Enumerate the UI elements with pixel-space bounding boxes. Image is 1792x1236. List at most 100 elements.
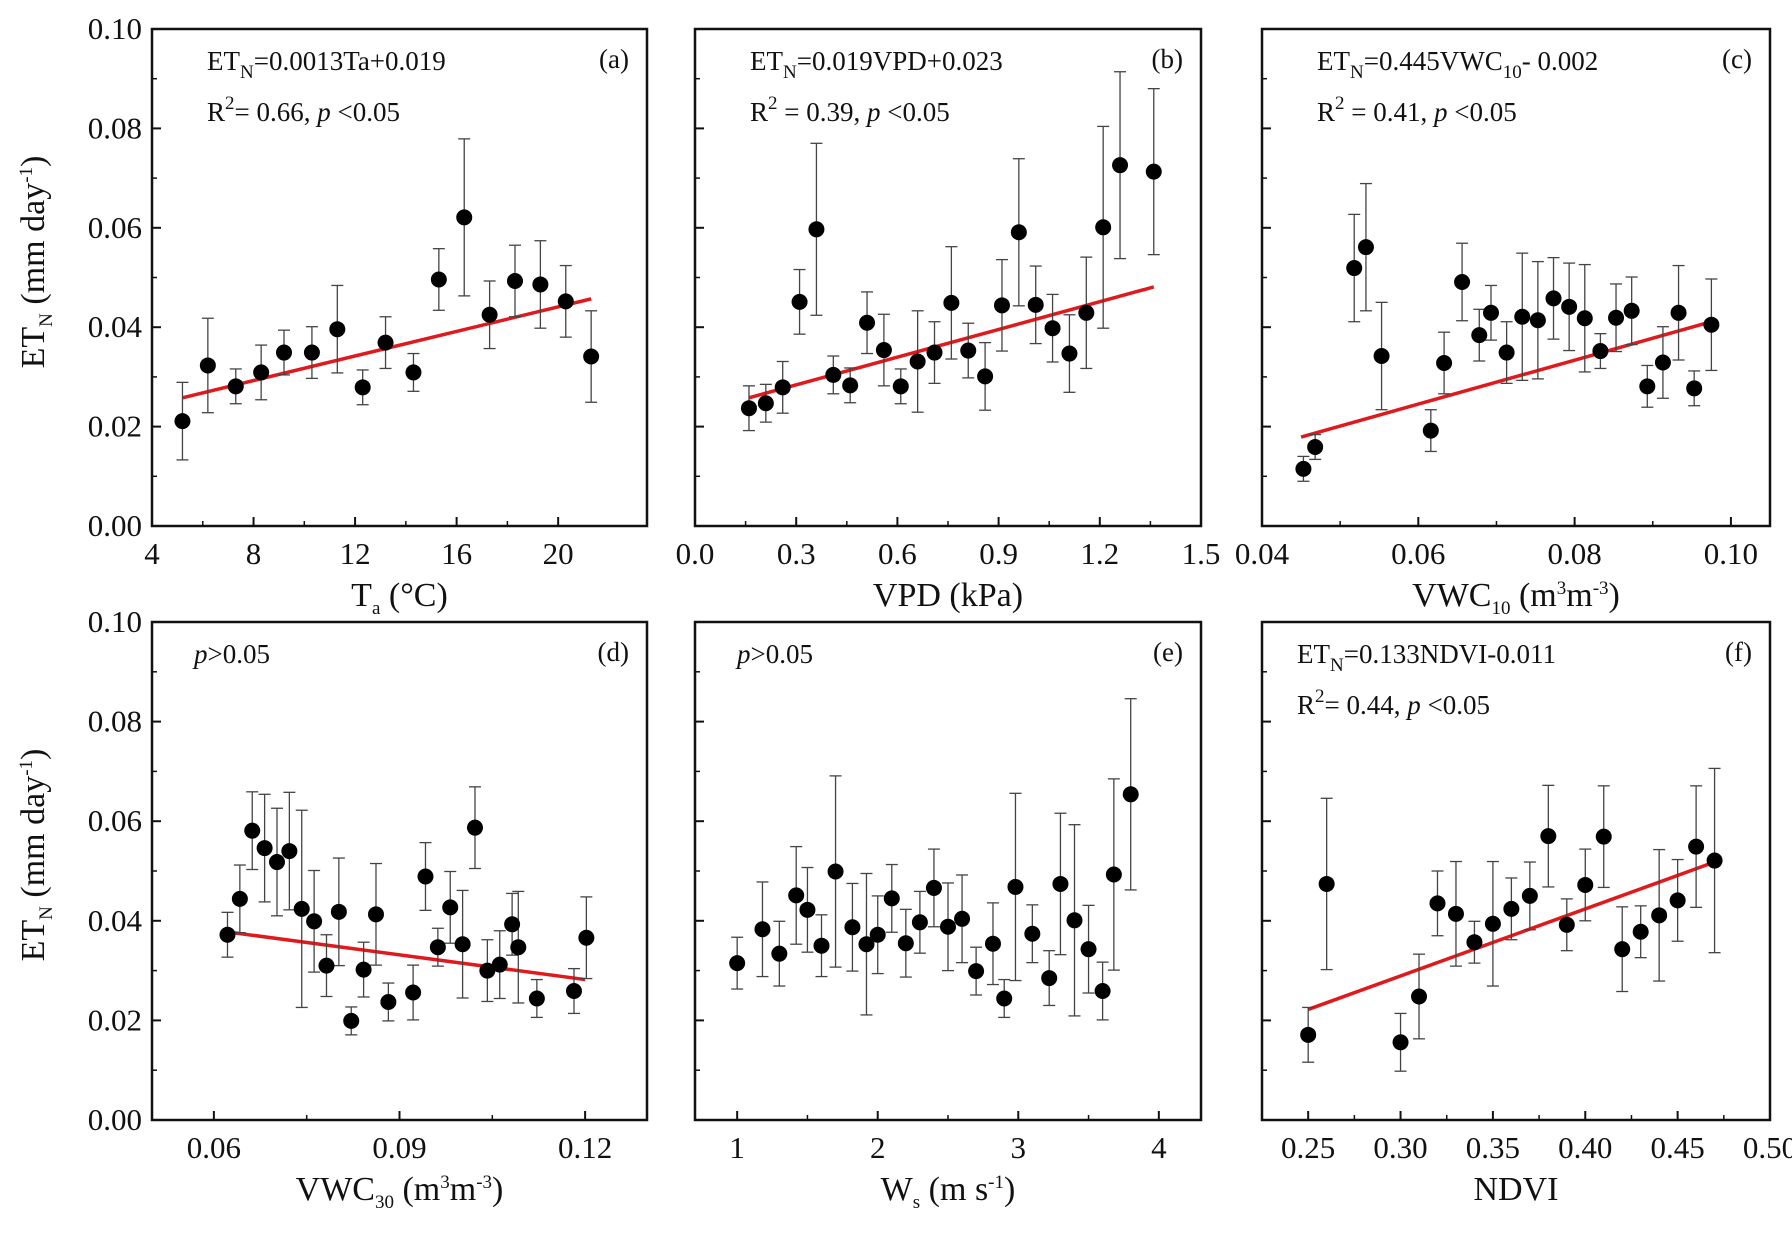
data-point [253, 364, 270, 381]
data-point [1454, 273, 1471, 290]
data-point [996, 990, 1013, 1007]
y-tick-label: 0.08 [88, 110, 142, 145]
data-point [1558, 916, 1575, 933]
data-point [1447, 905, 1464, 922]
data-point [925, 879, 942, 896]
data-point [1632, 923, 1649, 940]
data-point [859, 314, 876, 331]
data-point [844, 919, 861, 936]
data-point [1373, 348, 1390, 365]
data-point [1346, 260, 1363, 277]
data-point [940, 918, 956, 935]
regression-equation: ETN=0.0013Ta+0.019 [207, 46, 446, 83]
x-axis-title: VWC30 (m3m-3) [296, 1171, 504, 1213]
plot-frame [150, 620, 649, 1122]
data-point [1576, 310, 1593, 327]
x-axis-title: VWC10 (m3m-3) [1412, 577, 1620, 619]
data-point [869, 926, 886, 943]
data-point [268, 854, 285, 871]
data-point [1484, 915, 1501, 932]
x-tick-label: 0.3 [777, 536, 816, 571]
x-tick-label: 12 [340, 536, 371, 571]
x-tick-label: 1.5 [1182, 536, 1221, 571]
data-point [507, 272, 523, 289]
y-tick-label: 0.10 [88, 11, 142, 46]
y-tick-label: 0.02 [88, 1002, 142, 1037]
data-point [199, 357, 216, 374]
data-point [892, 378, 909, 395]
data-point [1027, 296, 1044, 313]
panel-label: (e) [1153, 637, 1183, 667]
panel-label: (c) [1722, 44, 1752, 74]
data-point [911, 914, 928, 931]
data-point [329, 321, 346, 338]
data-point [729, 955, 746, 972]
data-point [1300, 1026, 1317, 1043]
data-point [1041, 970, 1058, 987]
panel-f: 0.25 0.30 0.35 0.40 0.45 0.50 NDVI (f) ETN=0.133… [1260, 620, 1792, 1208]
data-point [827, 863, 844, 880]
data-point [442, 899, 459, 916]
data-point [858, 936, 875, 953]
r-squared: R2= 0.44, p <0.05 [1297, 686, 1490, 720]
data-point [1466, 934, 1483, 951]
data-point [1471, 327, 1488, 344]
data-point [318, 957, 335, 974]
data-point [1529, 312, 1546, 329]
data-point [1357, 239, 1374, 256]
data-point [1498, 344, 1515, 361]
data-point [578, 929, 595, 946]
data-point [528, 990, 545, 1007]
panel-d: 0.00 0.02 0.04 0.06 0.08 0.10 0.06 0.09 0.12 VWC3… [88, 604, 649, 1213]
data-point [303, 344, 320, 361]
x-tick-label: 4 [1151, 1130, 1167, 1165]
data-point [466, 819, 483, 836]
plot-frame [693, 620, 1203, 1122]
data-point [1392, 1034, 1409, 1051]
x-tick-label: 0.06 [1391, 536, 1445, 571]
regression-line [226, 930, 586, 982]
data-point [1105, 866, 1122, 883]
data-point [174, 413, 191, 430]
data-point [968, 963, 985, 980]
x-tick-label: 1.2 [1080, 536, 1119, 571]
data-point [1577, 876, 1594, 893]
data-point [1044, 320, 1061, 337]
data-point [244, 822, 261, 839]
data-point [897, 935, 914, 952]
data-point [1007, 878, 1024, 895]
data-point [1670, 304, 1687, 321]
data-point [377, 334, 394, 351]
data-point [343, 1012, 360, 1029]
data-point [954, 910, 971, 927]
panel-c: 0.04 0.06 0.08 0.10 VWC10 (m3m-3) (c) ETN=0.44… [1235, 27, 1772, 619]
data-point [504, 916, 521, 933]
data-point [1318, 875, 1335, 892]
data-point [330, 903, 347, 920]
y-tick-label: 0.04 [88, 903, 143, 938]
data-point [380, 993, 397, 1010]
data-point [1592, 343, 1609, 360]
x-tick-label: 0.30 [1373, 1130, 1427, 1165]
data-point [1561, 298, 1578, 315]
regression-equation: ETN=0.019VPD+0.023 [750, 46, 1003, 83]
data-point [481, 306, 498, 323]
data-point [306, 913, 323, 930]
data-point [1422, 422, 1439, 439]
x-tick-label: 0.09 [372, 1130, 426, 1165]
data-point [1521, 887, 1538, 904]
data-point [1066, 912, 1083, 929]
y-tick-label: 0.02 [88, 409, 142, 444]
data-point [1436, 354, 1453, 371]
x-tick-label: 0.9 [979, 536, 1018, 571]
r-squared: R2 = 0.39, p <0.05 [750, 93, 950, 127]
x-tick-label: 2 [870, 1130, 886, 1165]
data-point [1078, 304, 1095, 321]
data-point [1545, 290, 1562, 307]
data-point [583, 348, 600, 365]
x-tick-label: 0.04 [1235, 536, 1290, 571]
data-point [1482, 304, 1499, 321]
regression-equation: ETN=0.133NDVI-0.011 [1297, 639, 1556, 676]
data-point [993, 297, 1010, 314]
